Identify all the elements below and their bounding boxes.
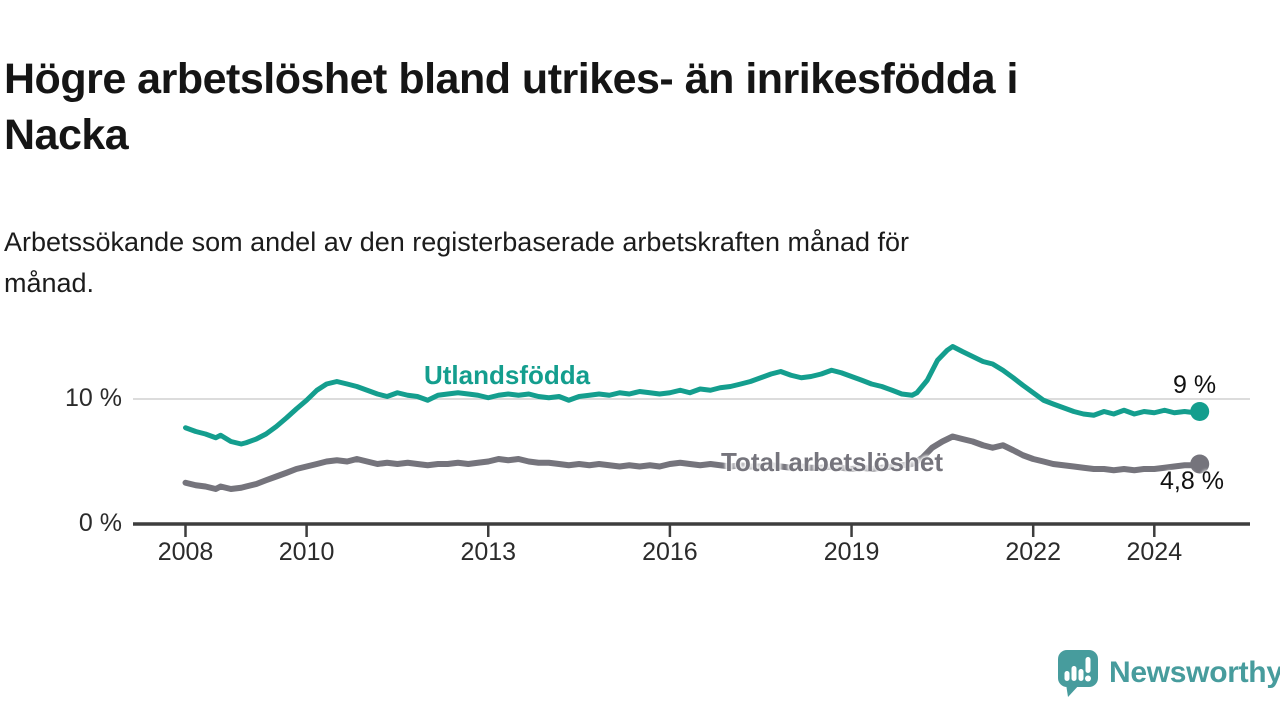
series-label-total-arbetsloshet: Total arbetslöshet [721,447,944,477]
x-tick-label: 2010 [278,538,335,566]
x-tick-label: 2008 [157,538,214,566]
end-value-label-total: 4,8 % [1160,467,1224,495]
y-tick-label: 10 % [65,384,122,412]
x-tick-label: 2016 [642,538,698,566]
x-tick-label: 2019 [823,538,880,566]
series-end-dot [1190,402,1210,421]
x-tick-label: 2013 [460,538,517,566]
brand-name: Newsworthy [1109,656,1280,689]
y-tick-label: 0 % [78,509,122,537]
series-label-utlandsfodda: Utlandsfödda [424,360,591,390]
series-end-dot [1190,454,1210,474]
chart-subtitle: Arbetssökande som andel av den registerb… [4,227,910,298]
x-tick-label: 2024 [1126,538,1183,566]
series-line [183,344,1203,447]
newsworthy-logo: Newsworthy [1056,648,1280,698]
end-value-label-utlandsfodda: 9 % [1173,371,1217,399]
chart-title: Högre arbetslöshet bland utrikes- än inr… [4,54,1018,159]
x-tick-label: 2022 [1005,538,1061,566]
newsworthy-logo-icon [1058,650,1098,697]
series-line [182,433,1203,492]
